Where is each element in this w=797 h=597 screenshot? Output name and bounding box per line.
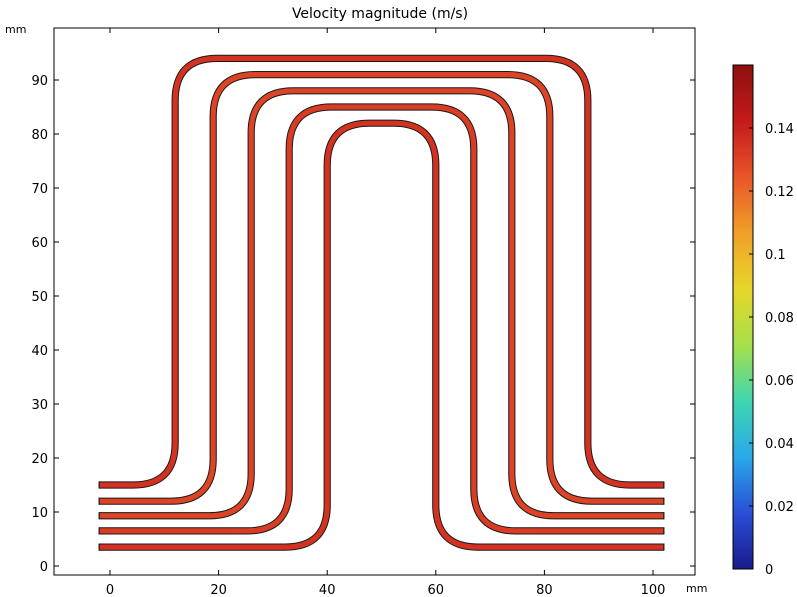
x-tick-label: 20	[210, 583, 227, 597]
chart-title: Velocity magnitude (m/s)	[292, 6, 468, 22]
y-tick-label: 80	[31, 128, 48, 143]
channel-fill	[99, 88, 664, 519]
channel-outline	[99, 103, 664, 535]
colorbar-tick-label: 0.04	[765, 437, 794, 452]
colorbar-tick-label: 0.12	[765, 185, 794, 200]
channel-fill	[99, 55, 664, 488]
x-tick-label: 0	[106, 583, 114, 597]
x-tick-label: 60	[428, 583, 445, 597]
channel-3	[98, 87, 665, 520]
y-tick-label: 30	[31, 398, 48, 413]
colorbar-tick-label: 0.14	[765, 122, 794, 137]
channel-outline	[99, 87, 664, 520]
x-axis-ticks: 0 20 40 60 80 100	[106, 28, 666, 597]
colorbar-tick-label: 0.06	[765, 374, 794, 389]
x-tick-label: 80	[536, 583, 553, 597]
x-tick-label: 100	[641, 583, 666, 597]
colorbar-ticks: 0 0.02 0.04 0.06 0.08 0.1 0.12 0.14	[749, 122, 794, 578]
channel-fill	[99, 104, 664, 534]
x-tick-label: 40	[319, 583, 336, 597]
channel-5	[98, 119, 665, 551]
y-tick-label: 90	[31, 74, 48, 89]
y-tick-label: 50	[31, 290, 48, 305]
colorbar-tick-label: 0.02	[765, 500, 794, 515]
y-tick-label: 40	[31, 344, 48, 359]
channel-fill	[99, 72, 664, 504]
colorbar-tick-label: 0.08	[765, 311, 794, 326]
channel-outline	[99, 71, 664, 505]
y-tick-label: 60	[31, 236, 48, 251]
channel-outline	[99, 119, 664, 551]
channel-fill	[99, 120, 664, 550]
channel-4	[98, 103, 665, 535]
colorbar-tick-label: 0	[765, 563, 773, 578]
y-tick-label: 70	[31, 182, 48, 197]
channel-1	[98, 54, 665, 489]
y-tick-label: 10	[31, 506, 48, 521]
y-axis-unit: mm	[5, 23, 26, 36]
x-axis-unit: mm	[686, 582, 707, 595]
plot-frame	[53, 27, 696, 576]
channels-layer	[98, 54, 665, 551]
y-tick-label: 20	[31, 452, 48, 467]
y-axis-ticks: 0 10 20 30 40 50 60 70 80 90	[31, 74, 695, 575]
channel-2	[98, 71, 665, 505]
colorbar-tick-label: 0.1	[765, 248, 786, 263]
y-tick-label: 0	[40, 560, 48, 575]
